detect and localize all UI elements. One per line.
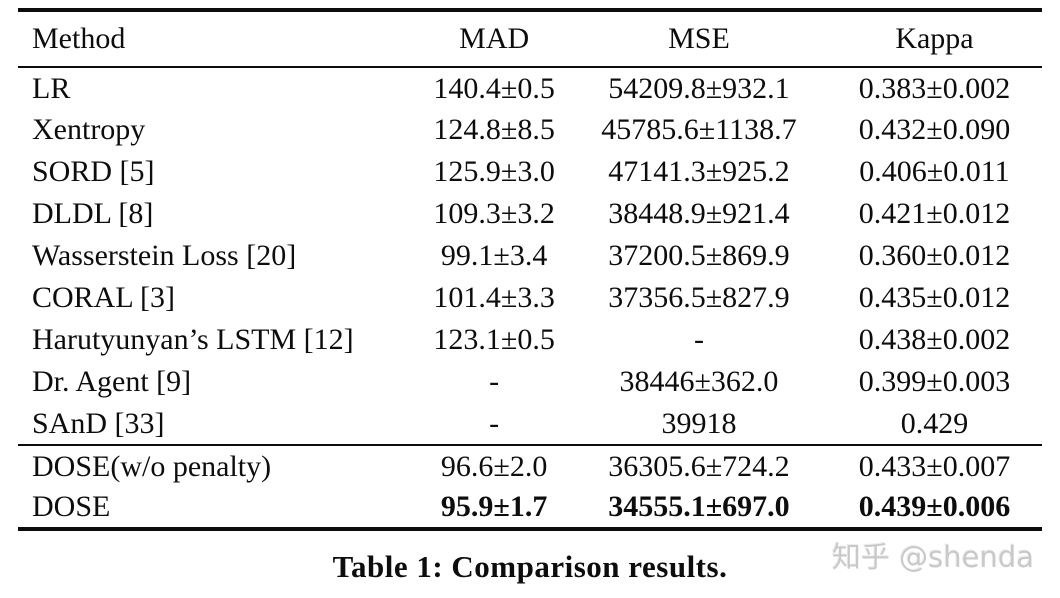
value-cell: 45785.6±1138.7: [601, 113, 797, 146]
value-cell: 38448.9±921.4: [608, 197, 790, 230]
header-row: Method MAD MSE Kappa: [18, 10, 1042, 67]
value-cell: 99.1±3.4: [440, 239, 548, 272]
table-caption: Table 1: Comparison results.: [332, 549, 728, 584]
watermark: 知乎 @shenda: [831, 540, 1034, 574]
value-cell: 0.383±0.002: [858, 71, 1011, 105]
table-row: SORD [5] 125.9±3.0 47141.3±925.2 0.406±0.01…: [18, 151, 1042, 193]
table-row: Xentropy 124.8±8.5 45785.6±1138.7 0.432±0.0…: [18, 109, 1042, 151]
value-cell: 0.438±0.002: [858, 323, 1011, 356]
table-row: DLDL [8] 109.3±3.2 38448.9±921.4 0.421±0.01…: [18, 193, 1042, 235]
value-cell: 140.4±0.5: [433, 71, 555, 105]
col-header-kappa: Kappa: [895, 22, 974, 55]
method-cell: SORD [5]: [32, 155, 155, 188]
method-cell: Wasserstein Loss [20]: [32, 239, 297, 272]
value-cell: 34555.1±697.0: [608, 490, 790, 523]
value-cell: 96.6±2.0: [440, 449, 548, 483]
comparison-table: Method MAD MSE Kappa LR 140.4±0.5 54209.8±…: [18, 8, 1042, 531]
col-header-method: Method: [32, 22, 126, 55]
method-cell: CORAL [3]: [32, 281, 176, 314]
table-row: LR 140.4±0.5 54209.8±932.1 0.383±0.002: [18, 67, 1042, 109]
table-row: CORAL [3] 101.4±3.3 37356.5±827.9 0.435±0.0…: [18, 277, 1042, 319]
value-cell: 109.3±3.2: [433, 197, 555, 230]
value-cell: 0.406±0.011: [859, 155, 1010, 188]
value-cell: 38446±362.0: [619, 365, 779, 398]
value-cell: 123.1±0.5: [433, 323, 555, 356]
method-cell: Xentropy: [32, 113, 146, 146]
table-row: Harutyunyan’s LSTM [12] 123.1±0.5 - 0.438±0…: [18, 319, 1042, 361]
value-cell: 0.435±0.012: [858, 281, 1011, 314]
value-cell: 0.429: [900, 406, 969, 440]
method-cell: Dr. Agent [9]: [32, 365, 192, 398]
method-cell: LR: [32, 71, 71, 105]
value-cell: -: [489, 365, 500, 398]
value-cell: 95.9±1.7: [440, 490, 548, 523]
value-cell: 124.8±8.5: [433, 113, 555, 146]
method-cell: DLDL [8]: [32, 197, 154, 230]
value-cell: 47141.3±925.2: [608, 155, 790, 188]
value-cell: -: [693, 323, 704, 356]
table-row: Dr. Agent [9] - 38446±362.0 0.399±0.003: [18, 361, 1042, 403]
value-cell: 0.421±0.012: [858, 197, 1011, 230]
table-row: DOSE 95.9±1.7 34555.1±697.0 0.439±0.006: [18, 487, 1042, 529]
value-cell: 0.360±0.012: [858, 239, 1011, 272]
value-cell: 0.399±0.003: [858, 365, 1011, 398]
method-cell: DOSE(w/o penalty): [32, 449, 272, 483]
method-cell: DOSE: [32, 490, 111, 523]
method-cell: SAnD [33]: [32, 406, 165, 440]
table-row: SAnD [33] - 39918 0.429: [18, 403, 1042, 445]
value-cell: 125.9±3.0: [433, 155, 555, 188]
value-cell: -: [489, 406, 500, 440]
value-cell: 36305.6±724.2: [608, 449, 790, 483]
col-header-mse: MSE: [668, 22, 730, 55]
table-body-ours: DOSE(w/o penalty) 96.6±2.0 36305.6±724.2 0.…: [18, 445, 1042, 529]
method-cell: Harutyunyan’s LSTM [12]: [32, 323, 354, 356]
table-header: Method MAD MSE Kappa: [18, 10, 1042, 67]
value-cell: 0.433±0.007: [858, 449, 1011, 483]
col-header-mad: MAD: [459, 22, 530, 55]
table-row: Wasserstein Loss [20] 99.1±3.4 37200.5±869…: [18, 235, 1042, 277]
value-cell: 101.4±3.3: [433, 281, 555, 314]
table-body-baselines: LR 140.4±0.5 54209.8±932.1 0.383±0.002 Xentr…: [18, 67, 1042, 445]
value-cell: 37356.5±827.9: [608, 281, 790, 314]
value-cell: 0.432±0.090: [858, 113, 1011, 146]
table-row: DOSE(w/o penalty) 96.6±2.0 36305.6±724.2 0.…: [18, 445, 1042, 487]
value-cell: 0.439±0.006: [858, 490, 1011, 523]
value-cell: 37200.5±869.9: [608, 239, 790, 272]
value-cell: 39918: [661, 406, 737, 440]
value-cell: 54209.8±932.1: [608, 71, 790, 105]
